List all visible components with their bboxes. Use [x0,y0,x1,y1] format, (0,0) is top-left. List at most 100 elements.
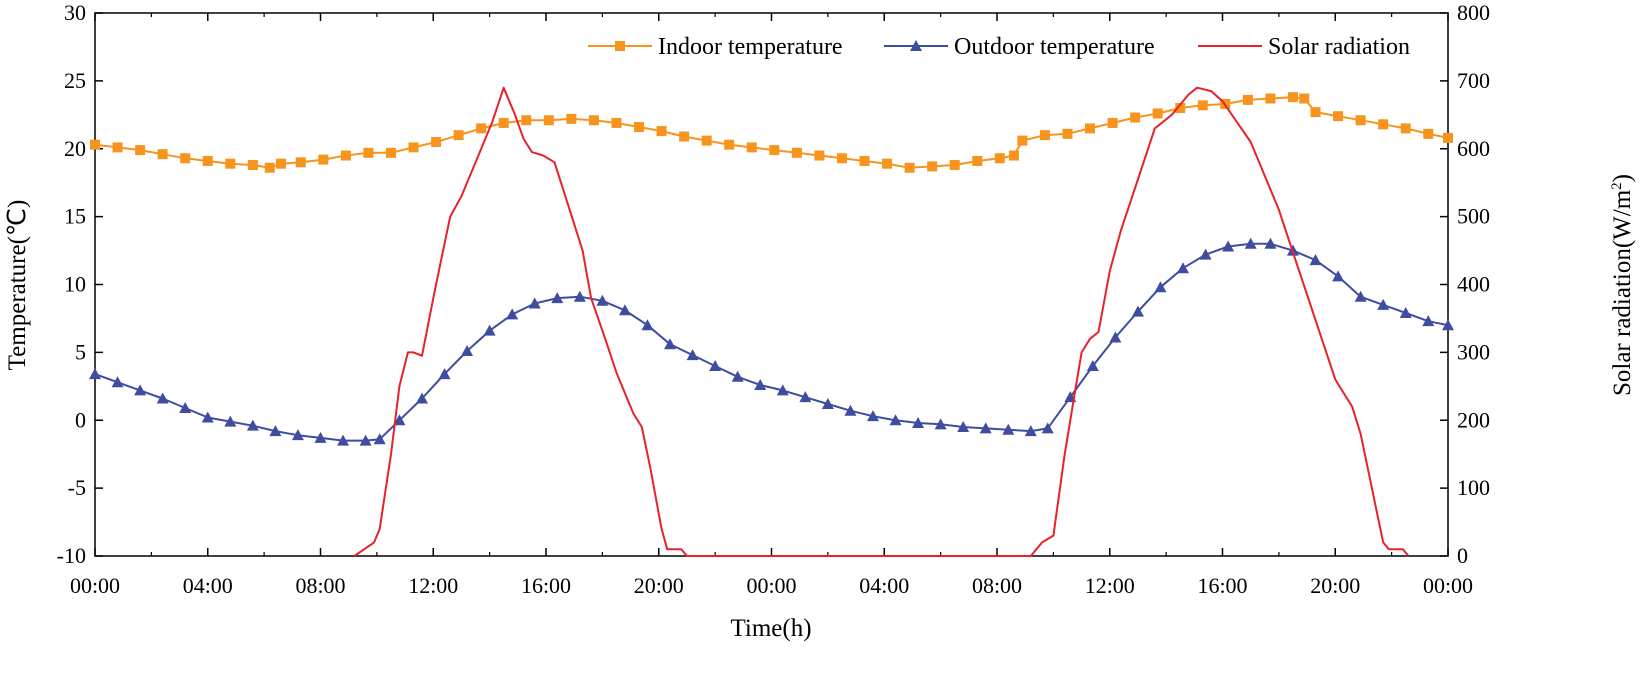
data-point-indoor-temperature [904,162,915,173]
data-point-indoor-temperature [1287,92,1298,103]
data-point-indoor-temperature [1310,107,1321,118]
data-point-indoor-temperature [769,145,780,156]
data-point-indoor-temperature [1175,103,1186,114]
data-point-indoor-temperature [202,155,213,166]
data-point-indoor-temperature [90,139,100,150]
data-point-outdoor-temperature [359,434,372,446]
y-left-tick-label: 10 [64,272,86,297]
data-point-indoor-temperature [724,139,735,150]
y-left-tick-label: 0 [75,407,86,432]
x-axis-title: Time(h) [730,615,811,642]
series-line-indoor-temperature [94,96,1449,169]
y-right-tick-label: 200 [1457,407,1490,432]
data-point-indoor-temperature [588,115,599,126]
data-point-indoor-temperature [566,113,577,124]
data-point-outdoor-temperature [1041,422,1054,434]
data-point-outdoor-temperature [1442,319,1454,331]
y-right-tick-label: 800 [1457,0,1490,25]
data-point-outdoor-temperature [1222,240,1235,252]
data-point-outdoor-temperature [1377,298,1390,310]
x-tick-label: 00:00 [70,573,120,598]
y-axis-left-title: Temperature(℃) [4,200,31,371]
data-point-outdoor-temperature [1086,359,1099,371]
data-point-indoor-temperature [1299,93,1310,104]
data-point-outdoor-temperature [618,304,631,316]
data-point-outdoor-temperature [1244,237,1257,249]
data-point-indoor-temperature [679,131,690,142]
y-left-tick-label: 25 [64,68,86,93]
data-point-indoor-temperature [295,157,306,168]
plot-area [94,12,1449,557]
data-point-indoor-temperature [1008,150,1019,161]
x-tick-label: 04:00 [859,573,909,598]
data-point-outdoor-temperature [1264,237,1277,249]
data-point-outdoor-temperature [1131,305,1144,317]
x-tick-label: 16:00 [521,573,571,598]
data-point-indoor-temperature [318,154,329,165]
x-tick-label: 20:00 [634,573,684,598]
data-point-outdoor-temperature [291,429,304,441]
y-axis-right-title: Solar radiation(W/m2) [1609,174,1636,396]
y-right-tick-label: 600 [1457,136,1490,161]
data-point-indoor-temperature [1085,123,1096,134]
y-left-tick-label: -10 [57,543,86,568]
data-point-indoor-temperature [264,162,275,173]
data-point-indoor-temperature [949,160,960,171]
data-point-outdoor-temperature [551,292,564,304]
data-point-indoor-temperature [859,155,870,166]
data-point-indoor-temperature [498,117,509,128]
data-point-outdoor-temperature [269,425,282,437]
data-point-outdoor-temperature [799,391,812,403]
y-left-tick-label: 20 [64,136,86,161]
data-point-indoor-temperature [225,158,236,169]
data-point-outdoor-temperature [111,376,124,388]
data-point-indoor-temperature [1378,119,1389,130]
x-tick-label: 12:00 [1085,573,1135,598]
data-point-indoor-temperature [1039,130,1050,141]
data-point-outdoor-temperature [1154,281,1167,293]
data-point-indoor-temperature [408,142,419,153]
y-right-tick-label: 100 [1457,475,1490,500]
data-point-outdoor-temperature [415,392,428,404]
data-point-indoor-temperature [340,150,351,161]
data-point-outdoor-temperature [866,410,879,422]
data-point-indoor-temperature [1355,115,1366,126]
y-left-tick-label: 30 [64,0,86,25]
data-point-indoor-temperature [276,158,287,169]
data-point-indoor-temperature [543,115,554,126]
data-point-outdoor-temperature [506,308,519,320]
data-point-outdoor-temperature [934,418,947,430]
ticks-layer: 00:00 04:00 08:00 12:00 16:00 20:00 00:00 04:00… [57,0,1490,598]
data-point-indoor-temperature [1423,128,1434,139]
data-point-indoor-temperature [1265,93,1276,104]
legend-marker-indoor [615,41,625,51]
data-point-outdoor-temperature [731,370,744,382]
x-tick-label: 04:00 [183,573,233,598]
data-point-indoor-temperature [972,155,983,166]
data-point-outdoor-temperature [134,384,147,396]
data-point-indoor-temperature [814,150,825,161]
data-point-outdoor-temperature [709,359,722,371]
data-point-indoor-temperature [385,147,396,158]
data-point-outdoor-temperature [1354,290,1367,302]
legend-marker-outdoor [910,40,922,51]
data-point-indoor-temperature [994,153,1005,164]
data-point-outdoor-temperature [979,422,992,434]
data-point-outdoor-temperature [1422,315,1435,327]
data-point-outdoor-temperature [664,338,677,350]
data-point-indoor-temperature [1152,108,1163,119]
data-point-outdoor-temperature [483,324,496,336]
data-point-indoor-temperature [927,161,938,172]
data-point-outdoor-temperature [224,415,237,427]
data-point-indoor-temperature [1333,111,1344,122]
x-tick-label: 12:00 [408,573,458,598]
data-point-outdoor-temperature [573,290,586,302]
y-right-tick-label: 0 [1457,543,1468,568]
x-tick-label: 00:00 [746,573,796,598]
data-point-outdoor-temperature [246,419,259,431]
y-right-tick-label: 300 [1457,339,1490,364]
data-point-outdoor-temperature [156,392,169,404]
x-tick-label: 16:00 [1197,573,1247,598]
data-point-indoor-temperature [611,117,622,128]
data-point-indoor-temperature [701,135,712,146]
